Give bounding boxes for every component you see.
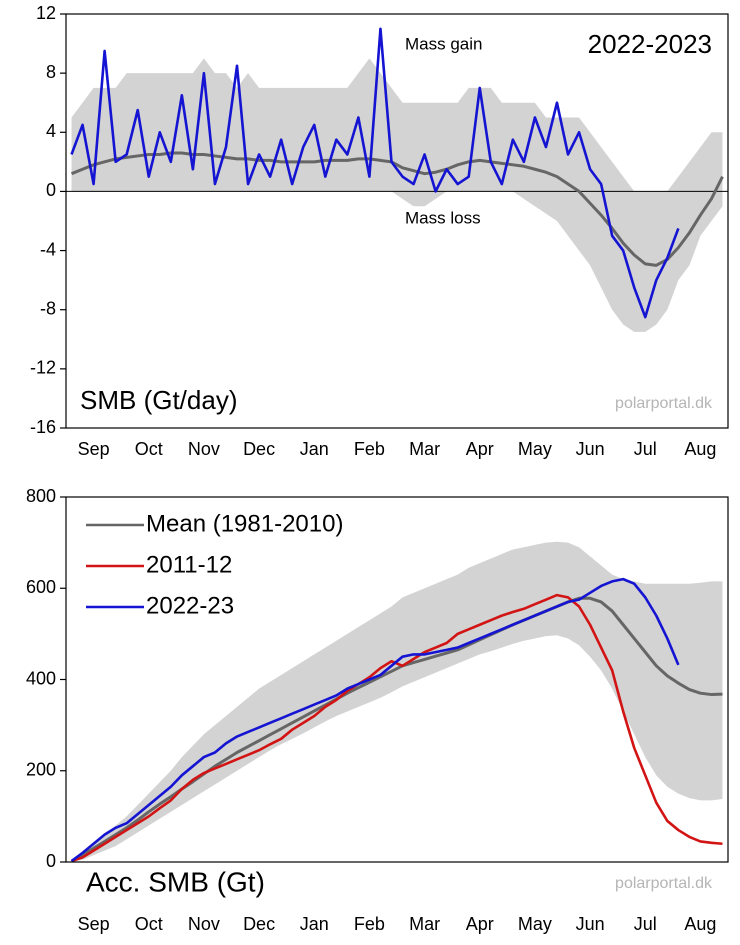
x-tick-label: Mar [409,439,440,459]
legend-label: Mean (1981-2010) [146,510,343,537]
y-label: Acc. SMB (Gt) [86,866,265,897]
x-tick-label: Jun [576,914,605,934]
y-tick-label: 8 [46,62,56,82]
x-tick-label: Jun [576,439,605,459]
y-tick-label: 0 [46,180,56,200]
series-line [70,27,680,319]
y-tick-label: 800 [26,486,56,506]
x-tick-label: Jan [300,439,329,459]
range-band [71,58,723,332]
y-tick-label: 200 [26,760,56,780]
y-tick-label: -16 [30,417,56,437]
x-tick-label: Sep [78,439,110,459]
series-line [70,577,680,863]
panel-title: 2022-2023 [588,29,712,59]
y-label: SMB (Gt/day) [80,385,237,415]
x-tick-label: Oct [135,914,163,934]
x-tick-label: Jul [634,439,657,459]
source: polarportal.dk [615,875,713,892]
x-tick-label: Oct [135,439,163,459]
plot-frame [65,496,729,863]
y-tick-label: -4 [40,239,56,259]
y-tick-label: 4 [46,121,56,141]
annotation: Mass gain [405,34,482,53]
plots: -16 -12 -8 -4 0 4 8 12 Sep Oct Nov Dec Jan Feb Mar Apr M… [26,3,729,934]
x-tick-label: Sep [78,914,110,934]
x-tick-label: Aug [684,914,716,934]
annotation: Mass loss [405,208,481,227]
x-tick-label: Nov [188,439,220,459]
y-tick-label: -8 [40,298,56,318]
range-band [71,541,723,862]
x-tick-label: Feb [354,439,385,459]
source: polarportal.dk [615,395,713,412]
x-tick-label: Nov [188,914,220,934]
y-tick-label: 400 [26,668,56,688]
y-tick-label: -12 [30,358,56,378]
y-tick-label: 12 [36,3,56,23]
x-tick-label: Aug [684,439,716,459]
y-tick-label: 0 [46,851,56,871]
plot-frame [65,13,729,429]
x-tick-label: Jan [300,914,329,934]
y-tick-label: 600 [26,577,56,597]
legend-label: 2022-23 [146,592,234,619]
x-tick-label: Feb [354,914,385,934]
x-tick-label: Mar [409,914,440,934]
x-tick-label: Jul [634,914,657,934]
x-tick-label: Dec [243,914,275,934]
x-tick-label: Dec [243,439,275,459]
x-tick-label: Apr [466,914,494,934]
series-line [71,593,723,863]
x-tick-label: May [518,439,552,459]
legend-label: 2011-12 [146,551,232,578]
x-tick-label: Apr [466,439,494,459]
x-tick-label: May [518,914,552,934]
series-line [70,151,724,267]
